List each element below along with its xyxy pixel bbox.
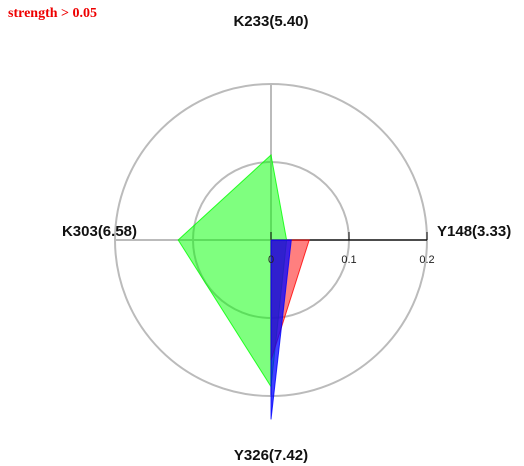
- series-area: [177, 154, 288, 389]
- axis-label: Y326(7.42): [234, 447, 308, 464]
- axis-label: K303(6.58): [62, 223, 137, 240]
- r-tick-label: 0: [268, 254, 274, 266]
- r-tick-label: 0.1: [341, 254, 356, 266]
- annotation: strength > 0.05: [8, 6, 97, 21]
- axis-label: Y148(3.33): [437, 223, 511, 240]
- axis-label: K233(5.40): [233, 13, 308, 30]
- r-tick-label: 0.2: [419, 254, 434, 266]
- series-area: [270, 239, 292, 420]
